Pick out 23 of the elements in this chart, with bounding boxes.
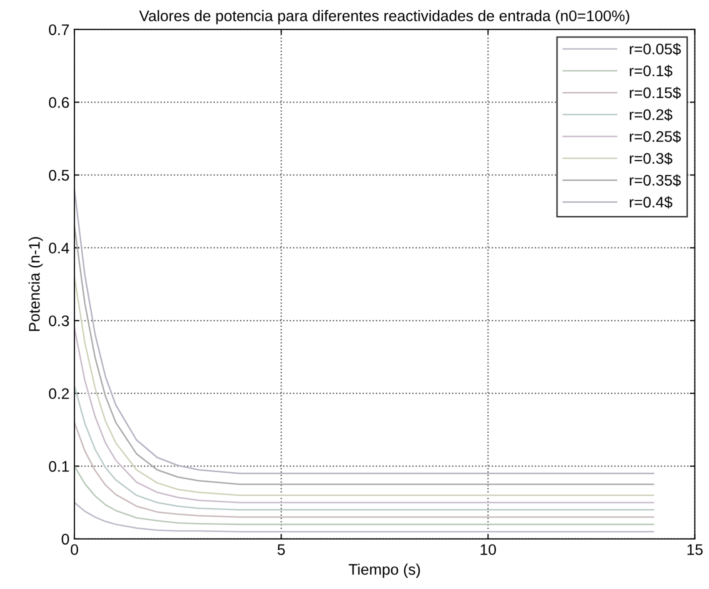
- legend-label: r=0.35$: [630, 174, 681, 187]
- y-tick-label: 0: [62, 534, 69, 545]
- legend-label: r=0.3$: [630, 152, 672, 165]
- legend-label: r=0.15$: [630, 86, 681, 100]
- y-tick-label: 0.3: [48, 315, 69, 326]
- legend-label: r=0.05$: [630, 42, 681, 56]
- x-axis-title: Tiempo (s): [348, 564, 420, 578]
- legend-label: r=0.4$: [630, 196, 672, 208]
- legend-label: r=0.2$: [630, 108, 672, 121]
- y-tick-label: 0.7: [48, 24, 69, 36]
- y-tick-label: 0.6: [48, 97, 69, 108]
- legend-label: r=0.1$: [630, 64, 672, 78]
- chart-title: Valores de potencia para diferentes reactividades de entrada (n0=100%): [139, 10, 630, 24]
- x-tick-label: 15: [687, 544, 703, 556]
- legend-label: r=0.25$: [630, 130, 681, 143]
- y-tick-label: 0.4: [48, 242, 70, 254]
- y-axis-title: Potencia (n-1): [28, 237, 43, 331]
- x-tick-label: 5: [278, 544, 285, 556]
- x-tick-label: 0: [70, 544, 78, 556]
- y-tick-label: 0.2: [48, 388, 69, 400]
- y-tick-label: 0.1: [48, 461, 69, 472]
- x-tick-label: 10: [480, 544, 496, 556]
- y-tick-label: 0.5: [48, 170, 69, 181]
